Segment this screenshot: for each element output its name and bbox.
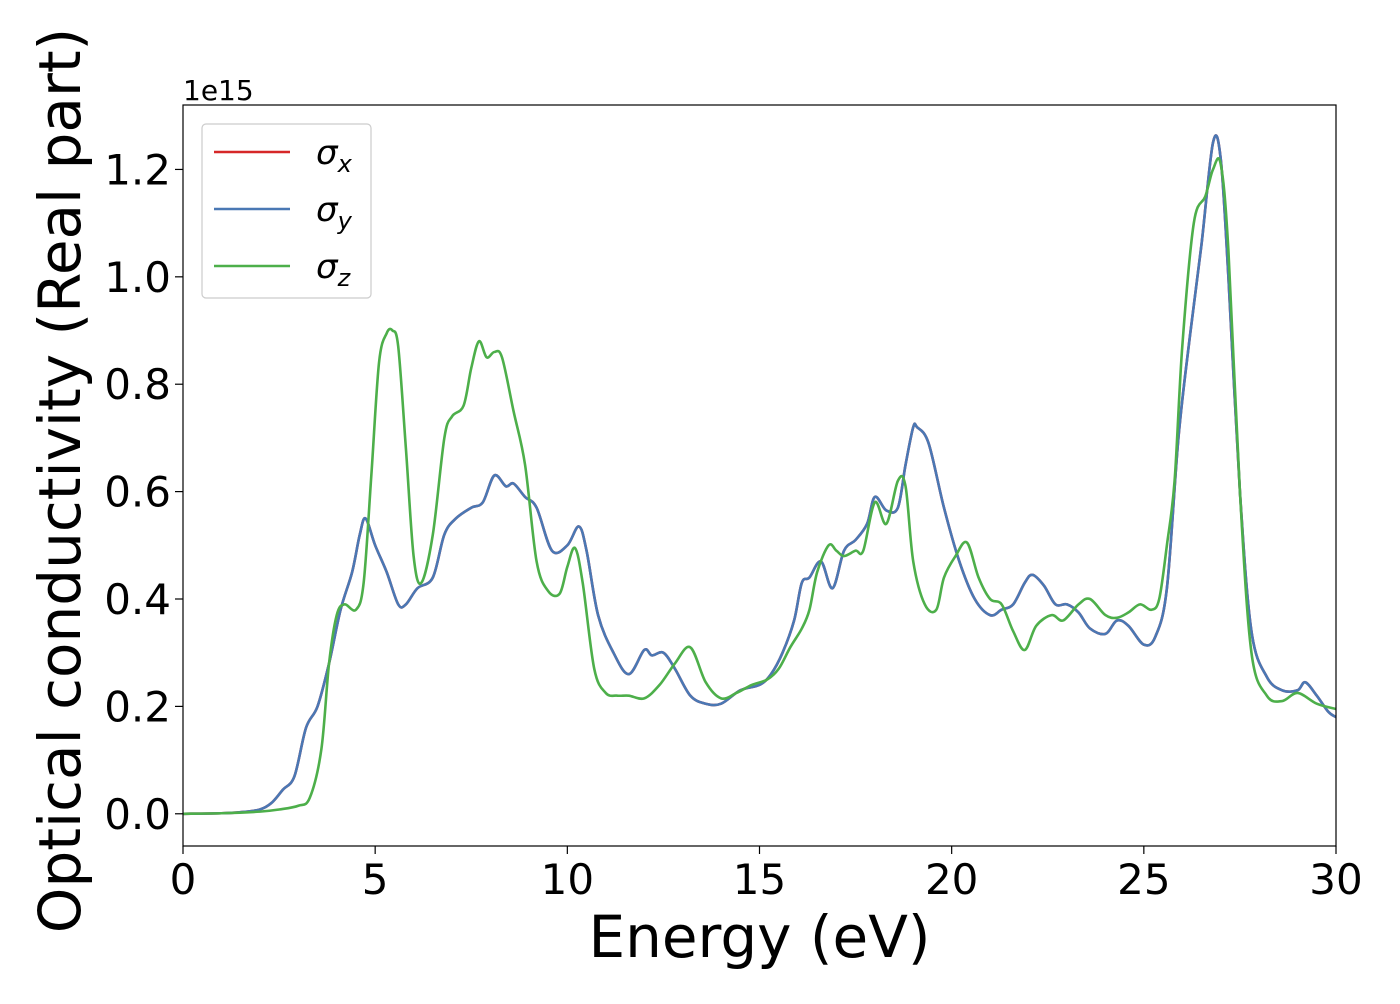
legend-label-x: σx — [316, 133, 353, 178]
y-tick-label: 1.0 — [104, 253, 171, 302]
x-axis-label: Energy (eV) — [588, 903, 930, 971]
legend-label-z: σz — [316, 247, 352, 292]
legend-label-y: σy — [316, 190, 353, 235]
y-tick-label: 0.0 — [104, 790, 171, 839]
x-tick-label: 5 — [362, 855, 389, 904]
y-tick-label: 0.2 — [104, 682, 171, 731]
series-layer — [183, 134, 1336, 816]
x-tick-label: 15 — [733, 855, 786, 904]
x-tick-label: 0 — [170, 855, 197, 904]
y-axis-label: Optical conductivity (Real part) — [26, 28, 94, 933]
x-tick-label: 25 — [1117, 855, 1170, 904]
x-tick-label: 10 — [541, 855, 594, 904]
y-offset-label: 1e15 — [183, 74, 254, 107]
y-tick-label: 0.6 — [104, 468, 171, 517]
legend: σx σy σz — [201, 123, 372, 299]
tick-layer: 0 5 10 15 20 25 30 0.0 0.2 0.4 0.6 0.8 1.0 1.2 — [104, 145, 1363, 904]
y-tick-label: 1.2 — [104, 145, 171, 194]
legend-box — [201, 123, 372, 299]
x-tick-label: 30 — [1309, 855, 1362, 904]
series-line-z — [183, 157, 1336, 816]
y-tick-label: 0.8 — [104, 360, 171, 409]
x-tick-label: 20 — [925, 855, 978, 904]
y-tick-label: 0.4 — [104, 575, 171, 624]
